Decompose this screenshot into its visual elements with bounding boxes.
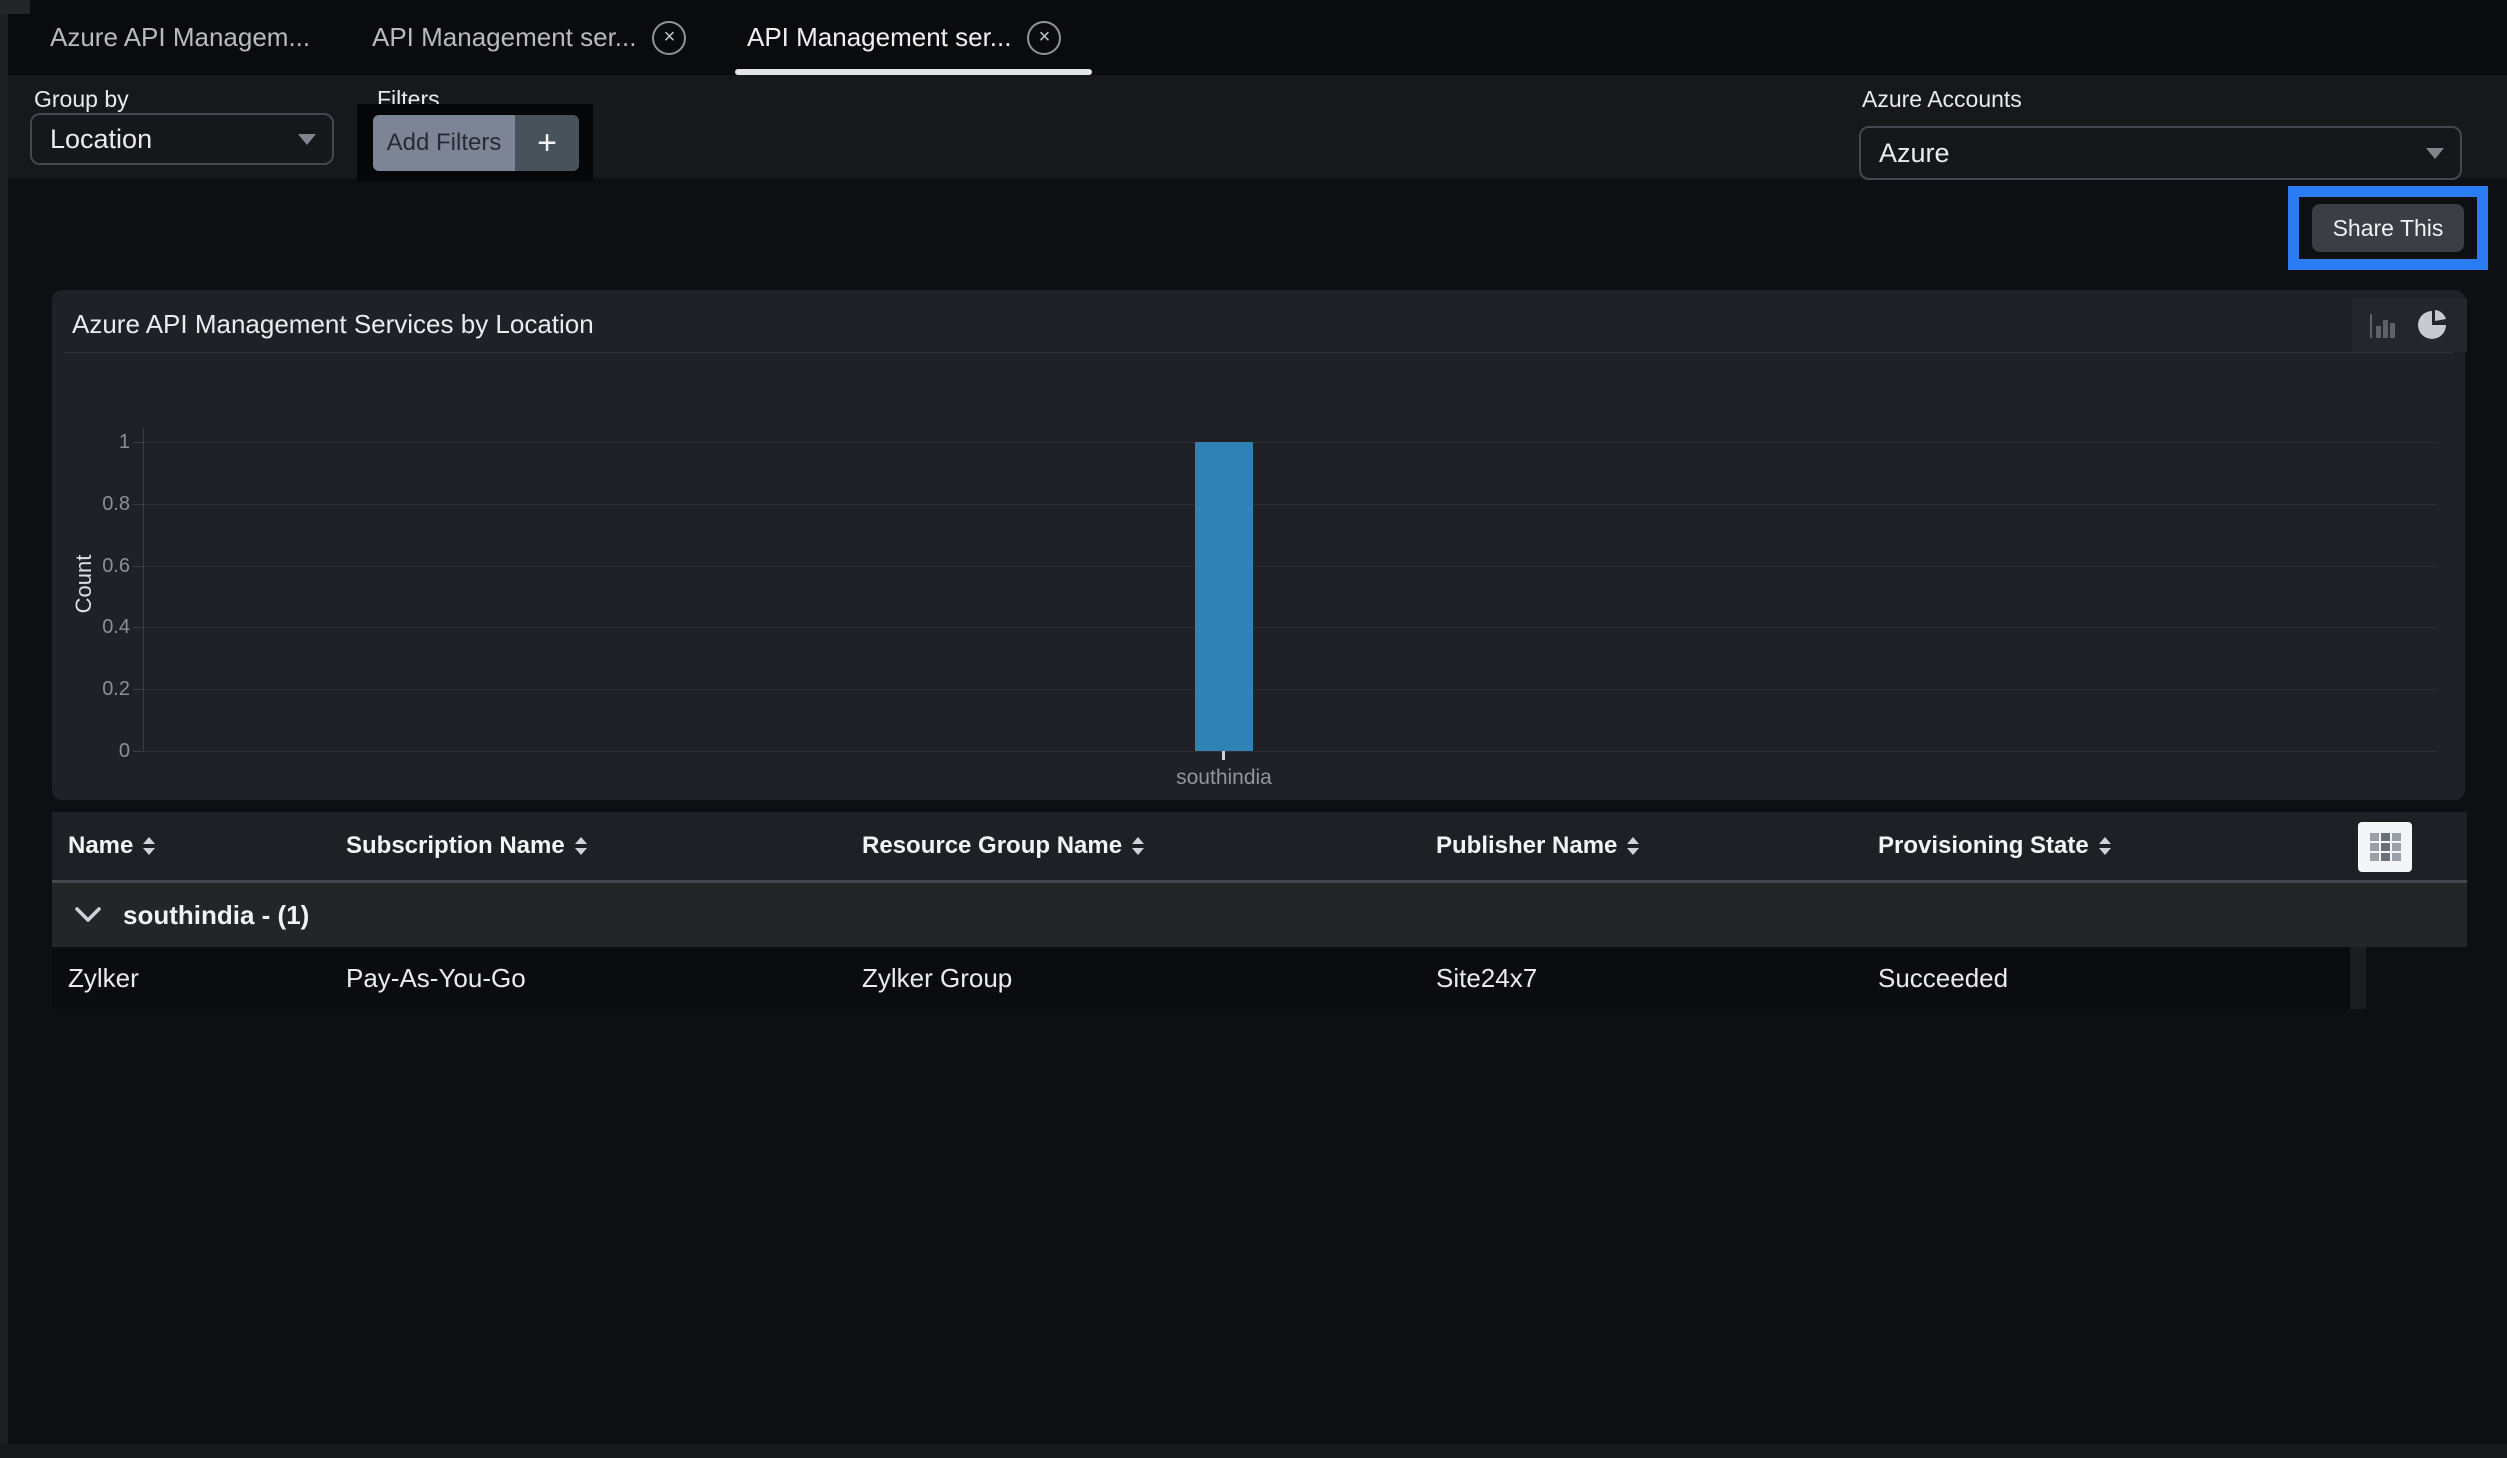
cell-resource-group-name: Zylker Group: [846, 947, 1420, 1009]
chart-title: Azure API Management Services by Locatio…: [72, 309, 594, 339]
bar-chart-icon[interactable]: [2368, 310, 2400, 340]
column-header-publisher-name[interactable]: Publisher Name: [1420, 832, 1862, 860]
group-by-dropdown[interactable]: Location: [30, 113, 334, 165]
tab-close-icon[interactable]: ×: [652, 20, 687, 55]
bar-southindia[interactable]: [1195, 442, 1253, 751]
azure-accounts-label: Azure Accounts: [1862, 86, 2022, 112]
tab-label: API Management ser...: [372, 22, 637, 52]
tab-bar: Azure API Managem... API Management ser.…: [0, 0, 2507, 75]
gridline: [143, 627, 2437, 628]
group-row-southindia[interactable]: southindia - (1): [52, 883, 2467, 947]
column-header-name[interactable]: Name: [52, 832, 330, 860]
table-header-row: Name Subscription Name Resource Group Na…: [52, 812, 2467, 880]
gridline: [143, 566, 2437, 567]
group-by-label: Group by: [34, 86, 129, 112]
window-bottom-strip: [0, 1444, 2507, 1458]
gridline: [143, 504, 2437, 505]
cell-gutter: [2350, 947, 2366, 1009]
column-header-resource-group-name[interactable]: Resource Group Name: [846, 832, 1420, 860]
x-tick: [1222, 751, 1225, 760]
panel-divider: [64, 352, 2453, 353]
y-tick-label: 0.4: [102, 616, 130, 638]
group-row-label: southindia - (1): [123, 899, 310, 930]
chart-type-switcher: [2352, 298, 2467, 352]
tab-api-management-1[interactable]: API Management ser... ×: [372, 0, 687, 75]
table-row[interactable]: Zylker Pay-As-You-Go Zylker Group Site24…: [52, 947, 2467, 1009]
sort-icon[interactable]: [574, 837, 587, 855]
sort-icon[interactable]: [143, 837, 156, 855]
pie-chart-icon[interactable]: [2417, 308, 2451, 342]
chevron-down-icon: [75, 907, 101, 922]
azure-accounts-dropdown[interactable]: Azure: [1859, 126, 2462, 180]
table-divider: [52, 880, 2467, 883]
azure-accounts-value: Azure: [1879, 137, 1950, 168]
gridline: [143, 689, 2437, 690]
active-tab-underline: [735, 69, 1092, 75]
chevron-down-icon: [298, 133, 316, 145]
gridline: [143, 751, 2437, 752]
cell-name: Zylker: [52, 947, 330, 1009]
filters-control: Add Filters +: [357, 104, 593, 182]
sort-icon[interactable]: [2098, 837, 2111, 855]
y-tick-label: 1: [118, 431, 130, 453]
tab-azure-api-management[interactable]: Azure API Managem...: [50, 0, 310, 75]
tab-close-icon[interactable]: ×: [1027, 20, 1062, 55]
cell-publisher-name: Site24x7: [1420, 947, 1862, 1009]
y-tick: [133, 627, 143, 628]
cell-subscription-name: Pay-As-You-Go: [330, 947, 846, 1009]
sort-icon[interactable]: [1132, 837, 1145, 855]
y-tick-label: 0: [118, 740, 130, 762]
tab-api-management-2-active[interactable]: API Management ser... ×: [747, 0, 1062, 75]
y-tick-label: 0.8: [102, 493, 130, 515]
window-chrome-corner: [0, 0, 30, 14]
gridline: [143, 442, 2437, 443]
window-edge-strip: [0, 14, 8, 1458]
y-tick-label: 0.6: [102, 555, 130, 577]
column-picker-button[interactable]: [2358, 822, 2412, 872]
y-tick: [133, 442, 143, 443]
chevron-down-icon: [2426, 147, 2444, 159]
y-axis: [143, 428, 144, 751]
share-this-button[interactable]: Share This: [2312, 204, 2464, 252]
table-grid-icon: [2369, 833, 2401, 861]
y-tick: [133, 689, 143, 690]
share-highlight-annotation: Share This: [2288, 186, 2488, 270]
x-category-label: southindia: [1176, 766, 1272, 789]
column-header-provisioning-state[interactable]: Provisioning State: [1862, 832, 2350, 860]
tab-label: API Management ser...: [747, 22, 1012, 52]
column-header-subscription-name[interactable]: Subscription Name: [330, 832, 846, 860]
add-filter-plus-button[interactable]: +: [515, 115, 579, 171]
sort-icon[interactable]: [1627, 837, 1640, 855]
group-by-value: Location: [50, 123, 153, 154]
y-tick-label: 0.2: [102, 678, 130, 700]
y-tick: [133, 751, 143, 752]
tab-label: Azure API Managem...: [50, 22, 311, 52]
y-tick: [133, 504, 143, 505]
add-filters-button[interactable]: Add Filters: [373, 115, 515, 171]
cell-provisioning-state: Succeeded: [1862, 947, 2350, 1009]
y-tick: [133, 566, 143, 567]
filter-bar: Group by Location Filters Add Filters + …: [0, 75, 2507, 182]
chart-panel: Azure API Management Services by Locatio…: [52, 290, 2467, 800]
